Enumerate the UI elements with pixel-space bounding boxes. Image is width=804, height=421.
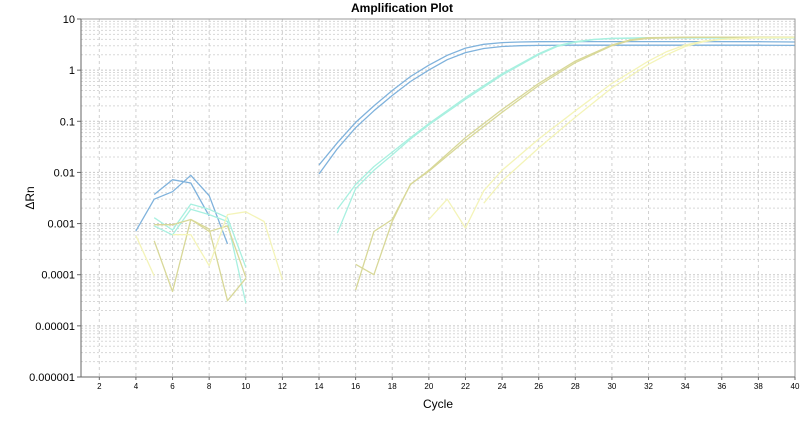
- y-tick-label: 0.01: [54, 167, 75, 179]
- series-line-olive-b-baseline: [154, 218, 247, 302]
- x-tick-label: 6: [170, 382, 175, 391]
- grid-lines: [81, 18, 796, 378]
- series-line-yellow-b-amp: [483, 36, 796, 204]
- y-axis-label: ΔRn: [23, 186, 37, 209]
- x-tick-label: 28: [571, 382, 580, 391]
- x-axis-label: Cycle: [423, 397, 453, 411]
- series-line-teal-b-amp: [336, 37, 795, 234]
- y-axis-ticks: 10 1 0.1 0.01 0.001 0.0001 0.00001 0.000001: [29, 14, 81, 384]
- y-tick-label: 0.00001: [35, 321, 75, 333]
- x-tick-label: 40: [791, 382, 800, 391]
- series-line-teal-a-baseline: [153, 203, 247, 268]
- x-tick-label: 26: [534, 382, 543, 391]
- series-line-blue-b-amp: [318, 44, 796, 175]
- x-tick-label: 2: [97, 382, 102, 391]
- y-tick-label: 0.1: [60, 116, 75, 128]
- x-tick-label: 22: [461, 382, 470, 391]
- x-tick-label: 12: [278, 382, 287, 391]
- x-tick-label: 32: [644, 382, 653, 391]
- y-tick-label: 10: [63, 14, 75, 26]
- y-tick-label: 0.001: [47, 219, 75, 231]
- series-line-teal-b-baseline: [153, 208, 247, 304]
- x-tick-label: 24: [498, 382, 507, 391]
- y-tick-label: 1: [69, 65, 75, 77]
- x-tick-label: 16: [351, 382, 360, 391]
- chart-title: Amplification Plot: [351, 1, 453, 15]
- series-line-olive-a-baseline: [153, 218, 247, 293]
- x-tick-label: 8: [207, 382, 212, 391]
- data-series: [135, 36, 796, 304]
- x-tick-label: 34: [681, 382, 690, 391]
- series-line-yellow-b-baseline: [172, 211, 284, 280]
- y-tick-label: 0.000001: [29, 372, 75, 384]
- x-tick-label: 38: [754, 382, 763, 391]
- x-tick-label: 14: [315, 382, 324, 391]
- x-tick-label: 30: [607, 382, 616, 391]
- series-line-olive-b-amp: [354, 36, 795, 291]
- series-line-blue-a-baseline: [153, 179, 210, 217]
- x-axis-ticks: 2 4 6 8 10 12 14 16 18 20 22 24 26 28 30 32 34 36 38 40: [97, 377, 800, 391]
- x-tick-label: 18: [388, 382, 397, 391]
- x-tick-label: 20: [424, 382, 433, 391]
- y-tick-label: 0.0001: [41, 270, 75, 282]
- x-tick-label: 4: [134, 382, 139, 391]
- series-line-blue-a-amp: [318, 40, 796, 166]
- series-line-yellow-a-baseline: [135, 235, 155, 277]
- x-tick-label: 36: [717, 382, 726, 391]
- series-line-blue-b-baseline: [135, 174, 229, 245]
- x-tick-label: 10: [241, 382, 250, 391]
